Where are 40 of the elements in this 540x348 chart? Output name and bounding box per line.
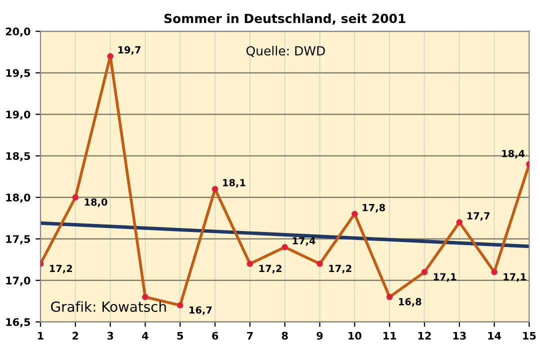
data-label: 17,1 xyxy=(434,273,456,282)
y-tick-label: 19,5 xyxy=(6,69,30,78)
annotation: Grafik: Kowatsch xyxy=(51,301,166,312)
x-tick-label: 10 xyxy=(348,332,362,340)
data-label: 17,2 xyxy=(259,264,282,274)
data-label: 17,4 xyxy=(292,237,316,246)
y-tick-label: 18,0 xyxy=(6,194,30,203)
y-tick-label: 16,5 xyxy=(6,318,30,328)
y-tick-label: 20,0 xyxy=(6,28,30,37)
x-tick-label: 15 xyxy=(523,332,536,340)
x-tick-label: 14 xyxy=(488,332,502,340)
chart-title: Sommer in Deutschland, seit 2001 xyxy=(164,13,406,25)
x-tick-label: 1 xyxy=(38,332,44,340)
x-tick-label: 9 xyxy=(316,332,323,340)
data-label: 16,8 xyxy=(399,298,422,307)
data-label: 17,8 xyxy=(362,204,385,212)
data-label: 16,7 xyxy=(190,306,212,315)
y-tick-label: 17,0 xyxy=(6,276,30,286)
data-label: 17,2 xyxy=(329,264,352,274)
x-tick-label: 2 xyxy=(72,332,78,340)
y-tick-label: 17,5 xyxy=(6,235,30,244)
data-label: 19,7 xyxy=(118,46,140,55)
x-tick-label: 6 xyxy=(212,332,218,340)
y-tick-label: 18,5 xyxy=(6,152,30,162)
x-tick-label: 4 xyxy=(142,332,148,340)
data-label: 18,4 xyxy=(502,150,525,158)
x-tick-label: 13 xyxy=(453,332,466,340)
x-tick-label: 3 xyxy=(107,332,114,340)
data-label: 18,0 xyxy=(84,198,108,207)
x-tick-label: 8 xyxy=(282,332,288,340)
x-tick-label: 12 xyxy=(418,332,431,340)
y-tick-label: 19,0 xyxy=(6,110,30,120)
data-label: 18,1 xyxy=(223,178,246,188)
x-tick-label: 7 xyxy=(247,332,253,340)
data-label: 17,7 xyxy=(467,212,490,221)
data-label: 17,1 xyxy=(504,273,526,282)
annotation: Quelle: DWD xyxy=(246,46,325,57)
x-tick-label: 5 xyxy=(177,332,184,340)
x-tick-label: 11 xyxy=(384,332,396,340)
data-label: 17,2 xyxy=(50,264,72,274)
